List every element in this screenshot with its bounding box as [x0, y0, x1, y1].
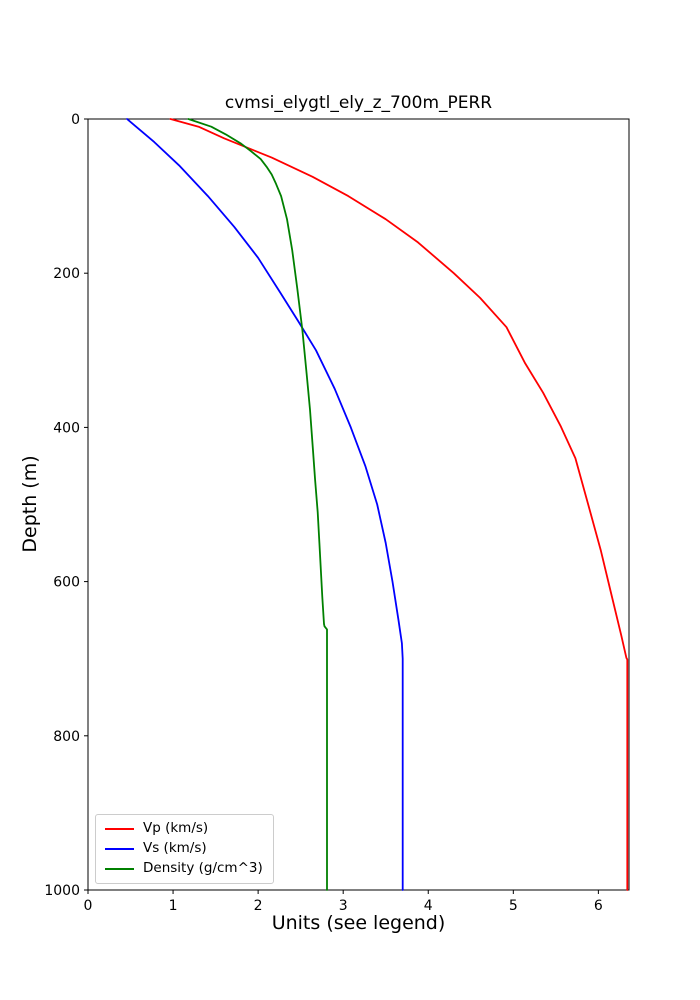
legend: Vp (km/s) Vs (km/s) Density (g/cm^3)	[95, 814, 274, 884]
svg-text:2: 2	[254, 898, 263, 914]
legend-item-density: Density (g/cm^3)	[105, 860, 263, 877]
svg-text:0: 0	[84, 898, 93, 914]
svg-text:3: 3	[339, 898, 348, 914]
legend-item-vp: Vp (km/s)	[105, 820, 263, 837]
svg-text:400: 400	[53, 420, 80, 436]
vp-line-swatch	[105, 827, 134, 830]
vp-legend-label: Vp (km/s)	[143, 820, 209, 836]
vs-legend-label: Vs (km/s)	[143, 840, 207, 856]
svg-text:800: 800	[53, 729, 80, 745]
density-line-swatch	[105, 867, 134, 870]
chart-title: cvmsi_elygtl_ely_z_700m_PERR	[224, 93, 493, 113]
svg-text:600: 600	[53, 575, 80, 591]
svg-text:6: 6	[594, 898, 603, 914]
svg-text:0: 0	[71, 112, 80, 128]
vs-line-swatch	[105, 847, 134, 850]
svg-text:1000: 1000	[44, 883, 80, 899]
legend-item-vs: Vs (km/s)	[105, 840, 263, 857]
x-axis-label: Units (see legend)	[271, 912, 446, 934]
density-legend-label: Density (g/cm^3)	[143, 860, 263, 876]
svg-text:200: 200	[53, 266, 80, 282]
svg-text:4: 4	[424, 898, 433, 914]
svg-text:5: 5	[509, 898, 518, 914]
svg-text:1: 1	[169, 898, 178, 914]
